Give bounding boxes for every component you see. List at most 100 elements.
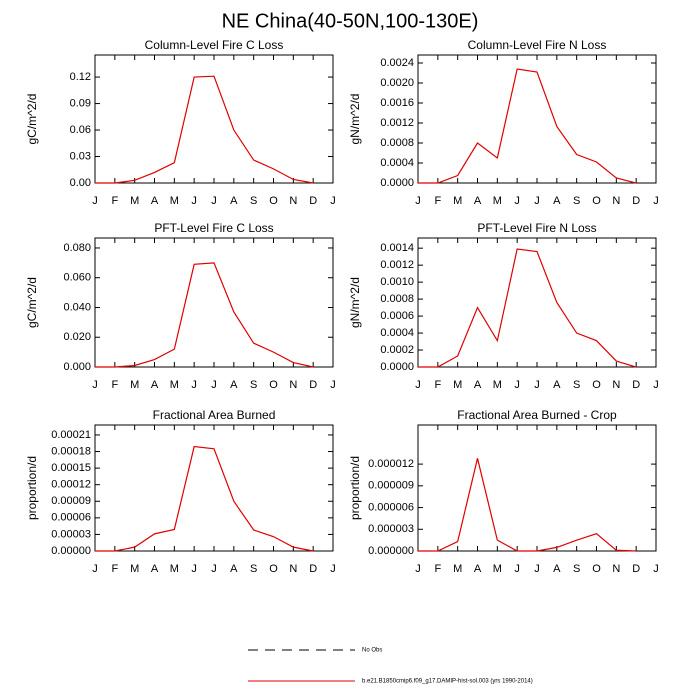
plot-frame	[94, 237, 334, 368]
x-tick-label: S	[250, 195, 257, 207]
x-tick-label: J	[653, 195, 659, 207]
x-tick-label: D	[309, 563, 317, 575]
x-tick-label: M	[170, 195, 179, 207]
y-tick-label: 0.00009	[51, 495, 91, 507]
y-tick-label: 0.000006	[368, 501, 414, 513]
x-tick-label: F	[111, 563, 118, 575]
x-tick-label: D	[309, 379, 317, 391]
y-axis-label: gN/m^2/d	[348, 94, 362, 145]
x-tick-label: F	[434, 195, 441, 207]
x-tick-label: J	[92, 379, 98, 391]
x-tick-label: J	[415, 563, 421, 575]
y-tick-label: 0.0010	[380, 276, 414, 288]
x-tick-label: A	[474, 195, 482, 207]
x-tick-label: M	[130, 379, 139, 391]
y-tick-label: 0.00006	[51, 512, 91, 524]
y-tick-label: 0.0004	[380, 327, 414, 339]
y-tick-label: 0.060	[63, 272, 91, 284]
y-tick-label: 0.00003	[51, 528, 91, 540]
data-line	[418, 68, 637, 184]
y-tick-label: 0.00012	[51, 479, 91, 491]
x-tick-label: J	[534, 379, 540, 391]
y-tick-label: 0.000000	[368, 545, 414, 557]
y-tick-label: 0.0016	[380, 97, 414, 109]
x-tick-label: O	[592, 379, 601, 391]
plot-frame	[94, 424, 334, 552]
y-tick-label: 0.020	[63, 331, 91, 343]
data-line	[418, 248, 637, 368]
x-tick-label: D	[309, 195, 317, 207]
y-tick-label: 0.0024	[380, 57, 414, 69]
y-tick-label: 0.00015	[51, 462, 91, 474]
x-tick-label: M	[493, 195, 502, 207]
x-tick-label: J	[514, 379, 520, 391]
x-tick-label: J	[653, 563, 659, 575]
panel-title: Fractional Area Burned - Crop	[457, 408, 617, 422]
x-tick-label: M	[130, 563, 139, 575]
x-tick-label: N	[612, 195, 620, 207]
x-tick-label: O	[269, 195, 278, 207]
y-tick-label: 0.000	[63, 361, 91, 373]
y-tick-label: 0.0012	[380, 117, 414, 129]
x-tick-label: F	[111, 379, 118, 391]
x-tick-label: O	[269, 379, 278, 391]
panel-title: Fractional Area Burned	[153, 408, 276, 422]
x-tick-label: J	[191, 563, 197, 575]
x-tick-label: N	[612, 563, 620, 575]
y-tick-label: 0.06	[70, 124, 91, 136]
data-line	[95, 262, 314, 368]
x-tick-label: S	[573, 195, 580, 207]
x-tick-label: J	[211, 195, 217, 207]
y-tick-label: 0.00000	[51, 545, 91, 557]
x-tick-label: A	[230, 379, 238, 391]
y-tick-label: 0.00021	[51, 429, 91, 441]
x-tick-label: F	[111, 195, 118, 207]
x-tick-label: D	[632, 563, 640, 575]
x-tick-label: M	[170, 379, 179, 391]
panel-title: PFT-Level Fire C Loss	[154, 221, 273, 235]
x-tick-label: J	[415, 379, 421, 391]
x-tick-label: A	[474, 563, 482, 575]
y-tick-label: 0.0008	[380, 137, 414, 149]
x-tick-label: J	[92, 563, 98, 575]
x-tick-label: M	[453, 563, 462, 575]
x-tick-label: D	[632, 195, 640, 207]
y-tick-label: 0.080	[63, 242, 91, 254]
y-tick-label: 0.09	[70, 97, 91, 109]
y-tick-label: 0.00	[70, 177, 91, 189]
x-tick-label: A	[151, 195, 159, 207]
x-tick-label: A	[553, 195, 561, 207]
x-tick-label: J	[514, 195, 520, 207]
y-axis-label: gC/m^2/d	[25, 277, 39, 328]
y-tick-label: 0.0012	[380, 259, 414, 271]
x-tick-label: M	[130, 195, 139, 207]
y-axis-label: gN/m^2/d	[348, 277, 362, 328]
panel-title: Column-Level Fire N Loss	[468, 38, 607, 52]
x-tick-label: N	[289, 195, 297, 207]
x-tick-label: J	[191, 195, 197, 207]
x-tick-label: S	[250, 379, 257, 391]
x-tick-label: A	[230, 195, 238, 207]
x-tick-label: J	[330, 195, 336, 207]
x-tick-label: F	[434, 563, 441, 575]
x-tick-label: J	[653, 379, 659, 391]
y-tick-label: 0.0006	[380, 310, 414, 322]
plot-frame	[94, 54, 334, 184]
y-tick-label: 0.040	[63, 301, 91, 313]
x-tick-label: A	[553, 379, 561, 391]
figure-title: NE China(40-50N,100-130E)	[222, 10, 479, 32]
y-tick-label: 0.00018	[51, 445, 91, 457]
x-tick-label: J	[514, 563, 520, 575]
x-tick-label: J	[92, 195, 98, 207]
y-tick-label: 0.0020	[380, 77, 414, 89]
y-axis-label: proportion/d	[25, 456, 39, 520]
y-tick-label: 0.0008	[380, 293, 414, 305]
data-line	[95, 445, 314, 552]
data-line	[418, 458, 637, 552]
plot-frame	[417, 237, 657, 368]
x-tick-label: J	[191, 379, 197, 391]
x-tick-label: S	[573, 379, 580, 391]
y-tick-label: 0.000003	[368, 523, 414, 535]
legend-label: b.e21.B1850cmip6.f09_g17.DAMIP-hist-sol.…	[362, 679, 533, 685]
